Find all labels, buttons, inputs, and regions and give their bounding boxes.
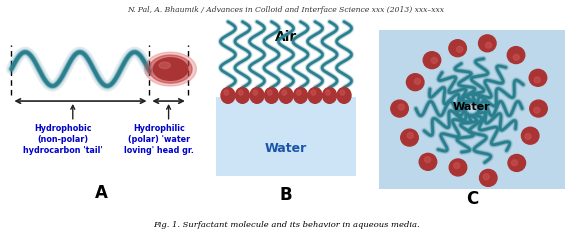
Ellipse shape	[159, 62, 170, 69]
Circle shape	[419, 153, 436, 170]
Text: Air: Air	[275, 30, 297, 44]
Text: A: A	[95, 184, 108, 202]
Circle shape	[224, 90, 229, 95]
Circle shape	[424, 157, 431, 163]
Circle shape	[534, 77, 541, 83]
Circle shape	[456, 46, 463, 52]
Circle shape	[431, 57, 438, 63]
Circle shape	[401, 129, 418, 146]
Circle shape	[479, 35, 496, 52]
Circle shape	[522, 127, 539, 144]
Ellipse shape	[145, 52, 196, 86]
Circle shape	[423, 52, 440, 69]
Circle shape	[340, 90, 345, 95]
Circle shape	[529, 69, 547, 86]
Circle shape	[239, 90, 243, 95]
Bar	[379, 30, 565, 189]
Circle shape	[279, 87, 293, 103]
Text: Water: Water	[453, 102, 491, 112]
Circle shape	[282, 90, 287, 95]
Text: Fig. 1. Surfactant molecule and its behavior in aqueous media.: Fig. 1. Surfactant molecule and its beha…	[153, 221, 419, 229]
Circle shape	[391, 100, 408, 117]
Circle shape	[407, 74, 424, 91]
Circle shape	[534, 107, 540, 113]
Circle shape	[311, 90, 316, 95]
Circle shape	[507, 47, 525, 63]
Text: Water: Water	[265, 141, 307, 155]
Circle shape	[398, 104, 404, 110]
Circle shape	[513, 54, 519, 60]
Circle shape	[449, 40, 466, 57]
Circle shape	[449, 159, 467, 176]
Circle shape	[296, 90, 301, 95]
Circle shape	[483, 174, 490, 180]
Circle shape	[337, 87, 351, 103]
Circle shape	[530, 100, 547, 117]
Circle shape	[508, 154, 526, 171]
Text: B: B	[280, 186, 292, 204]
Circle shape	[253, 90, 257, 95]
Circle shape	[308, 87, 322, 103]
Text: C: C	[466, 190, 478, 208]
Circle shape	[236, 87, 249, 103]
Text: Hydrophilic
(polar) 'water
loving' head gr.: Hydrophilic (polar) 'water loving' head …	[124, 124, 194, 155]
Circle shape	[479, 169, 497, 186]
Circle shape	[264, 87, 279, 103]
Bar	[216, 97, 356, 176]
Circle shape	[250, 87, 264, 103]
Text: Hydrophobic
(non-polar)
hydrocarbon 'tail': Hydrophobic (non-polar) hydrocarbon 'tai…	[23, 124, 103, 155]
Circle shape	[323, 87, 336, 103]
Circle shape	[414, 78, 420, 84]
Circle shape	[221, 87, 235, 103]
Circle shape	[407, 133, 414, 138]
Text: N. Pal, A. Bhaumik / Advances in Colloid and Interface Science xxx (2013) xxx–xx: N. Pal, A. Bhaumik / Advances in Colloid…	[128, 6, 444, 14]
Circle shape	[511, 160, 518, 166]
Ellipse shape	[149, 55, 192, 83]
Circle shape	[486, 42, 492, 48]
Circle shape	[454, 163, 460, 168]
Circle shape	[525, 133, 531, 140]
Circle shape	[268, 90, 272, 95]
Circle shape	[325, 90, 330, 95]
Ellipse shape	[153, 58, 188, 80]
Circle shape	[293, 87, 308, 103]
